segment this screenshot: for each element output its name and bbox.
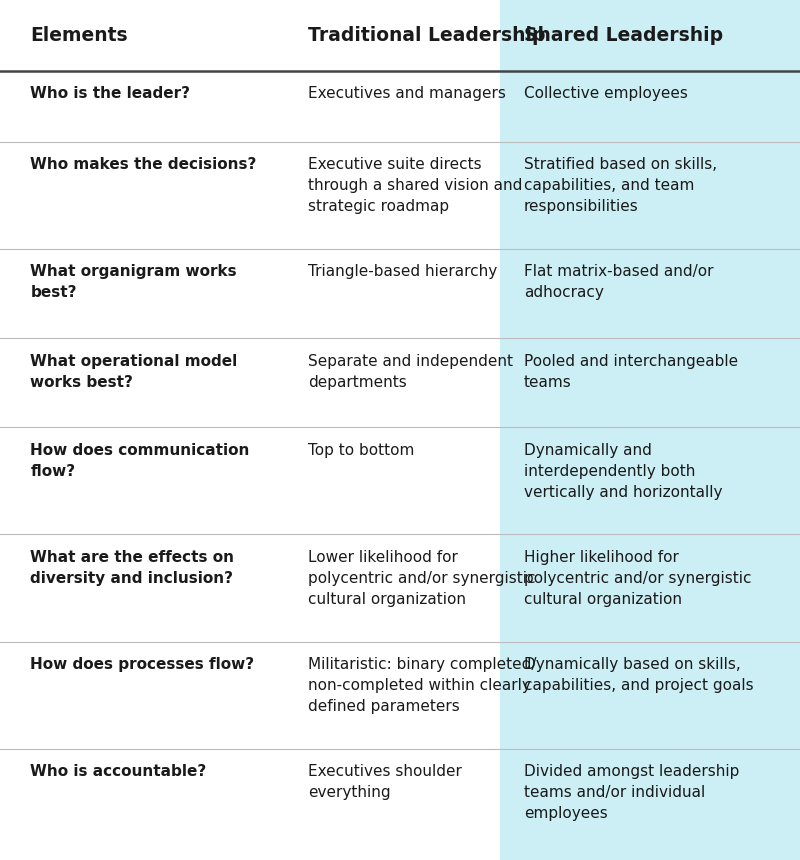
Text: Executives shoulder
everything: Executives shoulder everything: [308, 764, 462, 800]
Text: Divided amongst leadership
teams and/or individual
employees: Divided amongst leadership teams and/or …: [524, 764, 739, 821]
Text: Triangle-based hierarchy: Triangle-based hierarchy: [308, 264, 498, 280]
Text: Who is the leader?: Who is the leader?: [30, 86, 190, 101]
Text: Executive suite directs
through a shared vision and
strategic roadmap: Executive suite directs through a shared…: [308, 157, 522, 214]
Text: Separate and independent
departments: Separate and independent departments: [308, 353, 513, 390]
Text: Flat matrix-based and/or
adhocracy: Flat matrix-based and/or adhocracy: [524, 264, 714, 300]
Text: Pooled and interchangeable
teams: Pooled and interchangeable teams: [524, 353, 738, 390]
Text: Stratified based on skills,
capabilities, and team
responsibilities: Stratified based on skills, capabilities…: [524, 157, 717, 214]
Text: Militaristic: binary completed/
non-completed within clearly
defined parameters: Militaristic: binary completed/ non-comp…: [308, 657, 537, 714]
Text: Elements: Elements: [30, 26, 128, 45]
Text: What are the effects on
diversity and inclusion?: What are the effects on diversity and in…: [30, 550, 234, 586]
Text: How does processes flow?: How does processes flow?: [30, 657, 254, 672]
Text: Collective employees: Collective employees: [524, 86, 688, 101]
Text: Shared Leadership: Shared Leadership: [524, 26, 723, 45]
Text: Traditional Leadership: Traditional Leadership: [308, 26, 546, 45]
Text: Dynamically and
interdependently both
vertically and horizontally: Dynamically and interdependently both ve…: [524, 443, 722, 500]
Text: Executives and managers: Executives and managers: [308, 86, 506, 101]
Text: Top to bottom: Top to bottom: [308, 443, 414, 458]
Text: How does communication
flow?: How does communication flow?: [30, 443, 250, 479]
Text: What operational model
works best?: What operational model works best?: [30, 353, 238, 390]
Text: Higher likelihood for
polycentric and/or synergistic
cultural organization: Higher likelihood for polycentric and/or…: [524, 550, 751, 607]
Text: Who makes the decisions?: Who makes the decisions?: [30, 157, 257, 172]
Text: Lower likelihood for
polycentric and/or synergistic
cultural organization: Lower likelihood for polycentric and/or …: [308, 550, 535, 607]
Text: Dynamically based on skills,
capabilities, and project goals: Dynamically based on skills, capabilitie…: [524, 657, 754, 693]
Bar: [500, 0, 800, 860]
Text: What organigram works
best?: What organigram works best?: [30, 264, 237, 300]
Text: Who is accountable?: Who is accountable?: [30, 764, 206, 779]
